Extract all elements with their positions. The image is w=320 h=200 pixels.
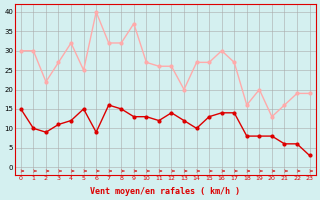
X-axis label: Vent moyen/en rafales ( km/h ): Vent moyen/en rafales ( km/h ) <box>90 187 240 196</box>
